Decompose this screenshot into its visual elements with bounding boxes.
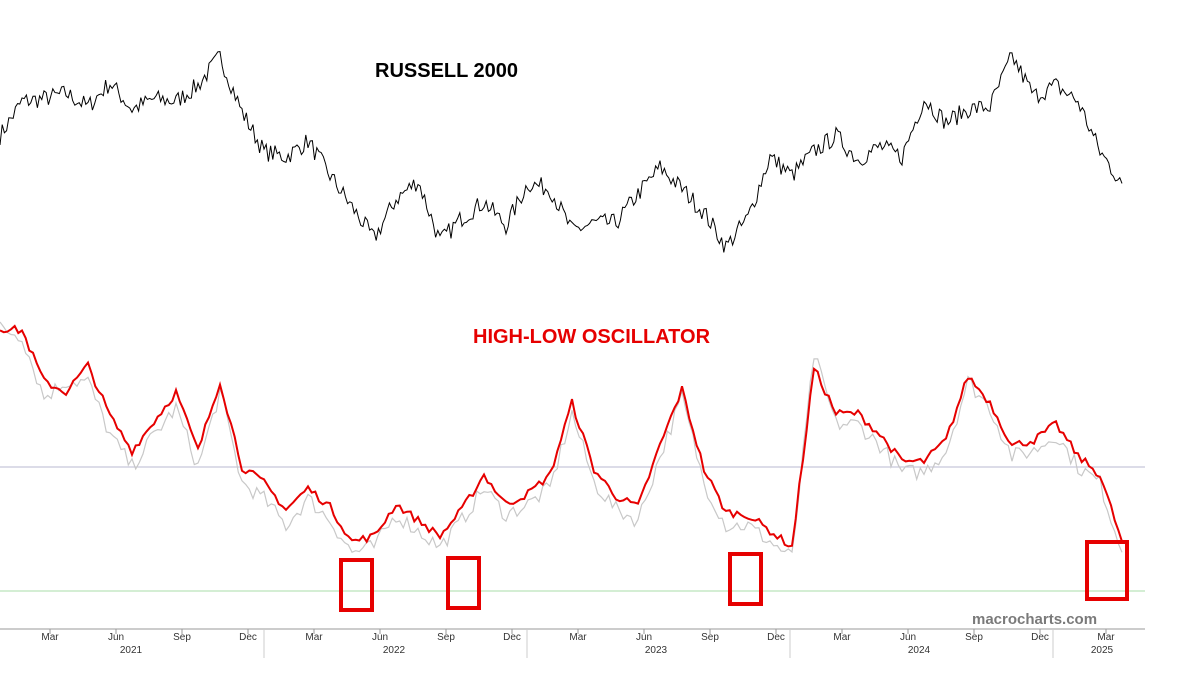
x-tick-label: Dec bbox=[767, 632, 785, 643]
oscillator-series bbox=[0, 321, 1123, 554]
x-tick-label: Jun bbox=[900, 632, 916, 643]
oscillator-raw-line bbox=[0, 321, 1123, 554]
year-label: 2025 bbox=[1091, 645, 1114, 656]
x-tick-label: Sep bbox=[173, 632, 191, 643]
x-tick-label: Mar bbox=[1097, 632, 1115, 643]
highlight-box bbox=[728, 552, 763, 606]
year-label: 2023 bbox=[645, 645, 668, 656]
reference-lines bbox=[0, 466, 1145, 592]
highlight-box bbox=[339, 558, 374, 612]
x-tick-label: Dec bbox=[1031, 632, 1049, 643]
oscillator-line bbox=[0, 324, 1123, 548]
x-tick-label: Jun bbox=[636, 632, 652, 643]
russell-2000-title: RUSSELL 2000 bbox=[375, 60, 518, 82]
x-tick-label: Jun bbox=[108, 632, 124, 643]
russell-2000-series bbox=[0, 51, 1123, 253]
x-tick-label: Mar bbox=[569, 632, 587, 643]
x-tick-label: Mar bbox=[833, 632, 851, 643]
x-tick-label: Dec bbox=[239, 632, 257, 643]
x-tick-label: Mar bbox=[41, 632, 59, 643]
year-label: 2022 bbox=[383, 645, 406, 656]
oscillator-title: HIGH-LOW OSCILLATOR bbox=[473, 326, 711, 348]
x-tick-label: Sep bbox=[437, 632, 455, 643]
watermark: macrocharts.com bbox=[972, 611, 1097, 628]
x-tick-label: Mar bbox=[305, 632, 323, 643]
year-label: 2021 bbox=[120, 645, 143, 656]
highlight-box bbox=[1085, 540, 1129, 601]
russell-2000-line bbox=[0, 51, 1123, 253]
x-tick-label: Dec bbox=[503, 632, 521, 643]
year-label: 2024 bbox=[908, 645, 931, 656]
x-tick-label: Jun bbox=[372, 632, 388, 643]
highlight-box bbox=[446, 556, 481, 610]
x-tick-label: Sep bbox=[701, 632, 719, 643]
x-axis: Mar Jun Sep Dec Mar Jun Sep Dec Mar Jun Sep Dec Mar J… bbox=[0, 628, 1145, 658]
highlight-boxes bbox=[339, 540, 1129, 612]
x-tick-label: Sep bbox=[965, 632, 983, 643]
